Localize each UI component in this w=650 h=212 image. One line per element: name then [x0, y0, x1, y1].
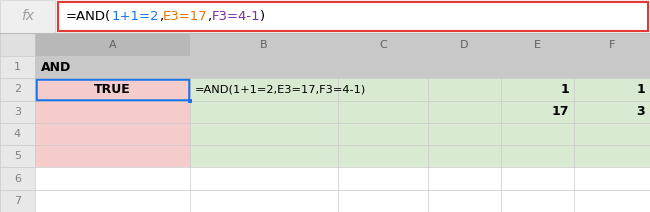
Bar [338, 33, 428, 56]
Bar [188, 99, 192, 103]
Bar [35, 56, 190, 78]
Text: =AND(1+1=2,E3=17,F3=4-1): =AND(1+1=2,E3=17,F3=4-1) [195, 84, 366, 94]
Bar [428, 145, 501, 167]
Bar [338, 78, 428, 100]
Bar [574, 190, 650, 212]
Text: C: C [379, 39, 387, 49]
Text: 5: 5 [14, 151, 21, 161]
Text: 4: 4 [14, 129, 21, 139]
Text: E: E [534, 39, 541, 49]
Text: ,: , [207, 10, 212, 23]
Bar [0, 33, 35, 56]
Bar [574, 167, 650, 190]
Bar [190, 78, 338, 100]
Bar [190, 145, 338, 167]
Bar [190, 167, 338, 190]
Bar [35, 190, 190, 212]
Bar [35, 123, 190, 145]
Bar [428, 56, 501, 78]
Bar [35, 100, 190, 123]
Text: ,: , [159, 10, 162, 23]
Bar [0, 0, 55, 33]
Bar [501, 123, 574, 145]
Bar [574, 123, 650, 145]
Text: 3: 3 [14, 107, 21, 117]
Bar [574, 78, 650, 100]
Bar [0, 100, 35, 123]
Bar [574, 145, 650, 167]
Bar [0, 123, 35, 145]
Bar [190, 56, 338, 78]
Text: fx: fx [21, 10, 34, 24]
Bar [501, 56, 574, 78]
Bar [35, 145, 190, 167]
Text: 2: 2 [14, 84, 21, 94]
Bar [428, 190, 501, 212]
Text: F3=4-1: F3=4-1 [212, 10, 260, 23]
Text: 17: 17 [551, 105, 569, 118]
Bar [338, 167, 428, 190]
Bar [501, 190, 574, 212]
Bar [428, 167, 501, 190]
Bar [338, 100, 428, 123]
Bar [0, 145, 35, 167]
Bar [35, 167, 190, 190]
Bar [428, 78, 501, 100]
Bar [501, 100, 574, 123]
Bar [338, 190, 428, 212]
Text: 7: 7 [14, 196, 21, 206]
Bar [574, 100, 650, 123]
Bar [574, 33, 650, 56]
Text: 3: 3 [636, 105, 645, 118]
Bar [338, 56, 428, 78]
Bar [574, 56, 650, 78]
Bar [428, 123, 501, 145]
Text: E3=17: E3=17 [162, 10, 207, 23]
Text: 6: 6 [14, 174, 21, 184]
Bar [58, 2, 648, 31]
Bar [36, 79, 189, 100]
Bar [0, 56, 35, 78]
Text: 1: 1 [560, 83, 569, 96]
Text: AND: AND [41, 61, 72, 74]
Text: A: A [109, 39, 116, 49]
Bar [501, 33, 574, 56]
Bar [501, 78, 574, 100]
Bar [190, 190, 338, 212]
Text: F: F [609, 39, 615, 49]
Bar [428, 100, 501, 123]
Bar [501, 145, 574, 167]
Text: 1: 1 [14, 62, 21, 72]
Bar [35, 78, 190, 100]
Text: =AND(: =AND( [66, 10, 111, 23]
Bar [0, 190, 35, 212]
Bar [338, 123, 428, 145]
Text: B: B [260, 39, 268, 49]
Text: TRUE: TRUE [94, 83, 131, 96]
Bar [35, 33, 190, 56]
Bar [501, 167, 574, 190]
Text: 1: 1 [636, 83, 645, 96]
Text: D: D [460, 39, 469, 49]
Bar [0, 167, 35, 190]
Bar [190, 123, 338, 145]
Bar [190, 33, 338, 56]
Bar [428, 33, 501, 56]
Bar [190, 100, 338, 123]
Bar [338, 145, 428, 167]
Text: ): ) [260, 10, 265, 23]
Text: 1+1=2: 1+1=2 [111, 10, 159, 23]
Bar [0, 78, 35, 100]
